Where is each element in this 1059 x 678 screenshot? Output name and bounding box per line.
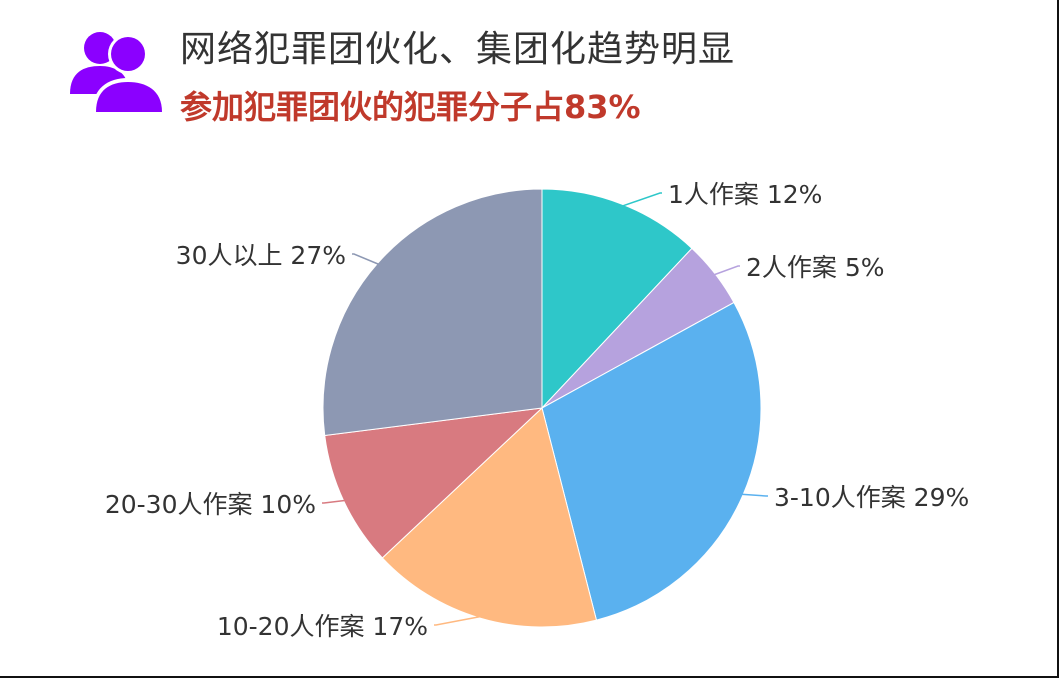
slice-label: 20-30人作案 10% [105, 490, 316, 519]
leader-line [713, 265, 740, 276]
slice-label: 30人以上 27% [176, 241, 346, 270]
leader-line [621, 192, 662, 207]
slice-label: 3-10人作案 29% [774, 483, 969, 512]
users-icon [70, 32, 166, 114]
leader-line [352, 253, 380, 266]
slice-label: 1人作案 12% [668, 180, 822, 209]
leader-line [322, 499, 346, 504]
chart-title: 网络犯罪团伙化、集团化趋势明显 [180, 29, 736, 70]
pie-slice [541, 188, 693, 410]
pie-slice [381, 407, 598, 628]
leader-line [741, 493, 768, 497]
chart-subtitle: 参加犯罪团伙的犯罪分子占83% [180, 88, 641, 126]
pie-slice [322, 188, 543, 437]
leader-line [434, 615, 482, 626]
slice-label: 2人作案 5% [746, 253, 885, 282]
slice-label: 10-20人作案 17% [217, 612, 428, 641]
